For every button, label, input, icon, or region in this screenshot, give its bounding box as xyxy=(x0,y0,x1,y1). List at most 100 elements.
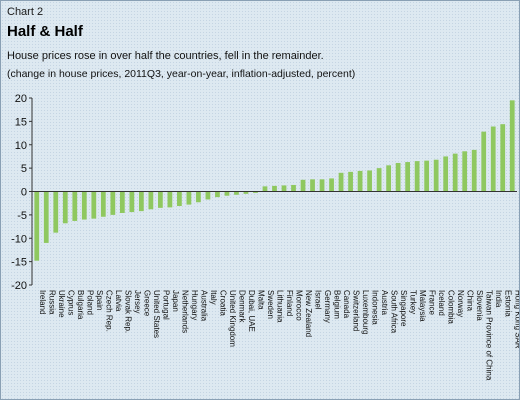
y-tick-label: 10 xyxy=(15,140,27,152)
x-tick-label: Norway xyxy=(456,290,465,317)
y-tick-label: -20 xyxy=(11,280,27,292)
x-tick-label: Colombia xyxy=(447,290,456,324)
x-tick-label: Slovenia xyxy=(475,290,484,321)
bar xyxy=(167,191,173,208)
bar xyxy=(234,191,239,195)
bar xyxy=(196,191,201,203)
x-tick-label: Turkey xyxy=(409,290,418,314)
bar xyxy=(186,191,192,205)
bar xyxy=(72,191,78,221)
bar xyxy=(424,160,430,192)
bar xyxy=(243,191,249,194)
x-tick-label: Spain xyxy=(95,290,104,310)
x-tick-label: Jersey xyxy=(133,290,142,314)
bar xyxy=(62,191,68,224)
y-tick-label: -10 xyxy=(11,233,27,245)
bar xyxy=(338,172,344,192)
bar xyxy=(367,170,372,192)
x-tick-label: South Africa xyxy=(390,290,399,334)
x-tick-label: Ireland xyxy=(38,290,47,314)
x-tick-label: India xyxy=(494,290,503,308)
x-tick-label: Dubai, UAE xyxy=(247,290,256,332)
bar xyxy=(253,191,258,193)
x-tick-label: Luxembourg xyxy=(361,290,370,334)
y-tick-label: 0 xyxy=(21,187,27,199)
x-tick-label: Croatia xyxy=(218,290,227,316)
x-tick-label: Cyprus xyxy=(66,290,75,315)
x-tick-label: Hungary xyxy=(190,290,199,320)
bar xyxy=(433,159,439,192)
x-tick-label: Bulgaria xyxy=(76,290,85,320)
bar xyxy=(119,191,125,213)
x-tick-label: United States xyxy=(152,290,161,338)
bar xyxy=(329,178,334,192)
bar xyxy=(348,171,353,192)
bar xyxy=(224,191,230,196)
x-tick-label: Italy xyxy=(209,290,218,305)
x-tick-label: Taiwan Province of China xyxy=(485,290,494,381)
chart-number-label: Chart 2 xyxy=(7,6,44,18)
x-tick-label: Netherlands xyxy=(180,290,189,333)
x-tick-label: Finland xyxy=(285,290,294,316)
x-tick-label: Singapore xyxy=(399,290,408,327)
x-tick-label: Israel xyxy=(314,290,323,310)
bar xyxy=(490,126,496,192)
y-tick-label: 15 xyxy=(15,116,27,128)
y-tick-label: -15 xyxy=(11,257,27,269)
y-tick-label: -5 xyxy=(17,210,27,222)
x-tick-label: Morocco xyxy=(295,290,304,321)
bar xyxy=(395,162,401,192)
x-tick-label: Germany xyxy=(323,290,332,323)
x-tick-label: China xyxy=(466,290,475,311)
chart-title: Half & Half xyxy=(7,23,83,40)
bar xyxy=(100,191,106,217)
x-tick-label: Australia xyxy=(199,290,208,322)
x-tick-label: Poland xyxy=(85,290,94,315)
x-tick-label: Malta xyxy=(256,290,265,310)
x-tick-label: France xyxy=(428,290,437,315)
bar xyxy=(81,191,87,220)
bar xyxy=(471,149,477,192)
bar xyxy=(500,124,506,192)
bar xyxy=(386,165,391,192)
bar xyxy=(158,191,163,208)
x-tick-label: Portugal xyxy=(161,290,170,320)
bar xyxy=(110,191,116,215)
x-tick-label: Iceland xyxy=(437,290,446,316)
bar xyxy=(177,191,182,206)
x-tick-label: Indonesia xyxy=(371,290,380,325)
bar xyxy=(443,156,449,192)
bar xyxy=(509,100,515,192)
bar xyxy=(310,179,315,192)
bar xyxy=(53,191,59,233)
x-tick-label: New Zealand xyxy=(304,290,313,337)
x-tick-label: United Kingdom xyxy=(228,290,237,347)
x-tick-label: Japan xyxy=(171,290,180,312)
bar xyxy=(376,168,382,192)
bar xyxy=(148,191,154,210)
chart-units-note: (change in house prices, 2011Q3, year-on… xyxy=(7,68,356,80)
bar xyxy=(138,191,144,212)
y-tick-label: 5 xyxy=(21,163,27,175)
bar xyxy=(43,191,49,243)
bar xyxy=(129,191,135,213)
x-tick-label: Denmark xyxy=(237,290,246,323)
x-tick-label: Austria xyxy=(380,290,389,315)
bar xyxy=(452,153,458,192)
x-tick-label: Ukraine xyxy=(57,290,66,318)
chart-subtitle: House prices rose in over half the count… xyxy=(7,50,324,62)
bar xyxy=(281,185,287,192)
x-tick-label: Belgium xyxy=(333,290,342,319)
bar xyxy=(215,191,220,198)
y-tick-label: 20 xyxy=(15,93,27,105)
x-tick-label: Estonia xyxy=(504,290,513,317)
x-tick-label: Malaysia xyxy=(418,290,427,322)
x-tick-label: Switzerland xyxy=(352,290,361,331)
bar xyxy=(481,131,487,192)
bar xyxy=(291,184,296,192)
x-tick-label: Greece xyxy=(142,290,151,317)
x-tick-label: Slovak Rep. xyxy=(123,290,132,333)
bar xyxy=(462,151,468,192)
